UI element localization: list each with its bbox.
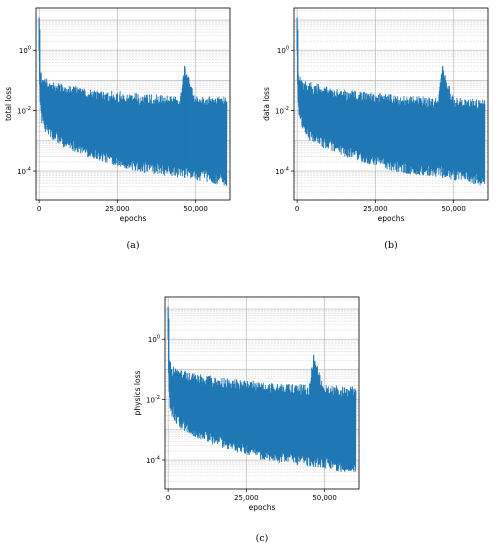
series-line — [167, 313, 357, 473]
x-tick-label: 25,000 — [234, 494, 259, 502]
y-axis-label: physics loss — [133, 370, 142, 415]
series — [38, 17, 228, 186]
x-tick-label: 50,000 — [441, 205, 466, 213]
y-tick-label: 10-2 — [146, 395, 160, 405]
x-tick-label: 0 — [295, 205, 299, 213]
plot-frame — [164, 296, 360, 490]
series — [296, 17, 486, 186]
y-tick-label: 10-2 — [17, 106, 31, 116]
series-line — [38, 17, 228, 186]
x-axis-label: epochs — [249, 503, 276, 512]
chart-panel-c: 0 25,000 50,000 10-4 10-2 100 epochs physics lo… — [133, 296, 360, 544]
x-tick-label: 25,000 — [105, 205, 130, 213]
panel-caption: (a) — [126, 240, 139, 251]
y-tick-label: 100 — [19, 46, 31, 56]
y-tick-label: 10-2 — [275, 106, 289, 116]
x-tick-label: 0 — [37, 205, 41, 213]
plot-frame — [293, 7, 489, 201]
y-tick-label: 10-4 — [275, 167, 289, 177]
chart-panel-b: 0 25,000 50,000 10-4 10-2 100 epochs data loss (… — [262, 7, 489, 251]
x-tick-label: 0 — [166, 494, 170, 502]
y-axis-label: data loss — [262, 87, 271, 121]
y-axis-label: total loss — [4, 87, 13, 121]
y-tick-label: 10-4 — [17, 167, 31, 177]
panel-caption: (c) — [256, 533, 269, 544]
plot-frame — [35, 7, 231, 201]
x-axis-label: epochs — [120, 214, 147, 223]
charts: 0 25,000 50,000 10-4 10-2 100 epochs total loss… — [4, 7, 489, 544]
series — [167, 306, 357, 473]
y-tick-label: 10-4 — [146, 456, 160, 466]
series-line — [296, 21, 486, 186]
x-tick-label: 50,000 — [312, 494, 337, 502]
x-axis-label: epochs — [378, 214, 405, 223]
x-tick-label: 25,000 — [363, 205, 388, 213]
y-tick-label: 100 — [277, 46, 289, 56]
panel-caption: (b) — [384, 240, 398, 251]
y-tick-label: 100 — [148, 335, 160, 345]
x-tick-label: 50,000 — [183, 205, 208, 213]
chart-panel-a: 0 25,000 50,000 10-4 10-2 100 epochs total loss… — [4, 7, 231, 251]
